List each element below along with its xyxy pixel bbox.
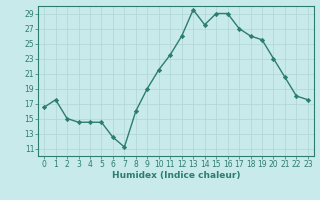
X-axis label: Humidex (Indice chaleur): Humidex (Indice chaleur) (112, 171, 240, 180)
